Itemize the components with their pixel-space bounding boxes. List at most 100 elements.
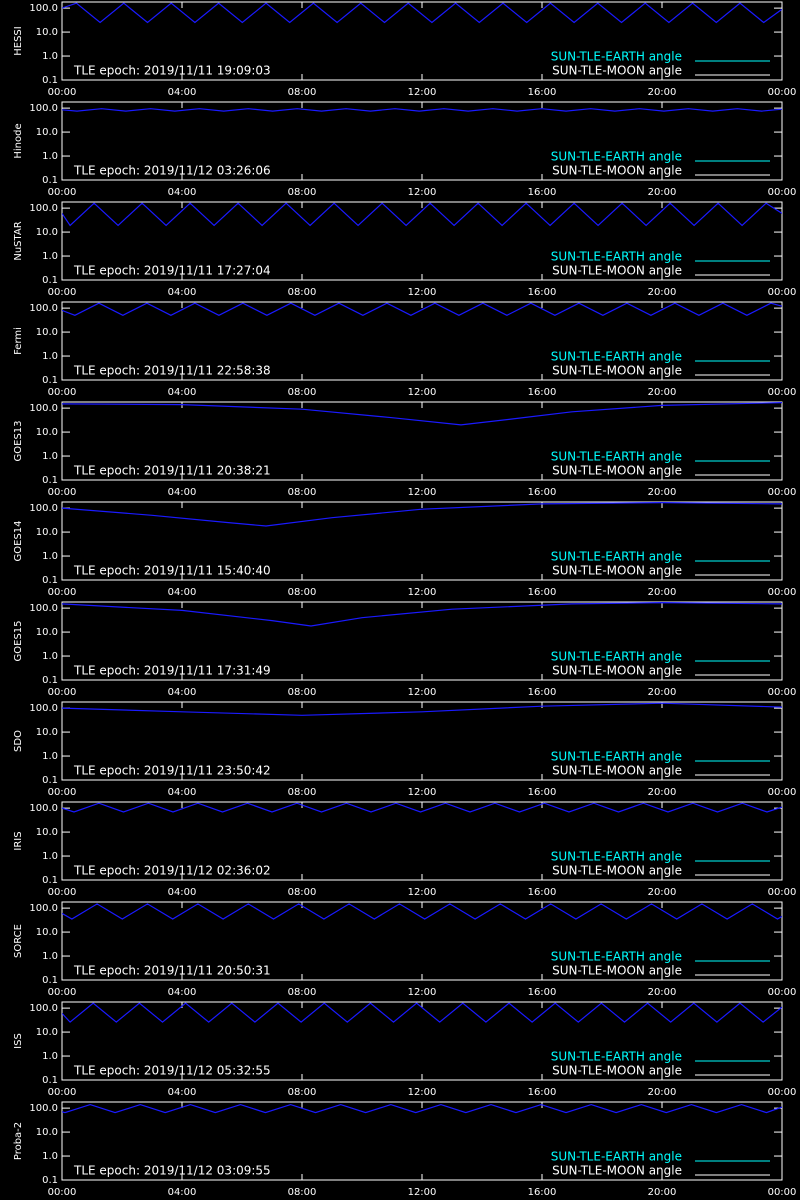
y-tick-label: 100.0	[29, 3, 58, 14]
x-tick-label: 00:00	[768, 387, 797, 398]
y-axis-label: HESSI	[13, 26, 24, 55]
y-tick-label: 0.1	[42, 275, 58, 286]
x-tick-label: 04:00	[168, 787, 197, 798]
y-tick-label: 10.0	[36, 727, 58, 738]
y-tick-label: 1.0	[42, 1051, 58, 1062]
x-tick-label: 08:00	[288, 87, 317, 98]
y-tick-label: 0.1	[42, 875, 58, 886]
legend-label: SUN-TLE-EARTH angle	[551, 250, 682, 264]
y-tick-label: 100.0	[29, 303, 58, 314]
annotation: TLE epoch: 2019/11/11 15:40:40	[73, 564, 271, 578]
plot-frame	[61, 501, 783, 581]
annotation: TLE epoch: 2019/11/11 20:38:21	[73, 464, 271, 478]
x-tick-label: 20:00	[648, 387, 677, 398]
y-axis-label: SDO	[13, 730, 24, 752]
x-tick-label: 08:00	[288, 587, 317, 598]
x-tick-label: 08:00	[288, 287, 317, 298]
y-tick-label: 10.0	[36, 927, 58, 938]
x-tick-label: 16:00	[528, 787, 557, 798]
legend-label: SUN-TLE-MOON angle	[552, 464, 682, 478]
legend-label: SUN-TLE-MOON angle	[552, 964, 682, 978]
x-tick-label: 16:00	[528, 387, 557, 398]
legend-label: SUN-TLE-EARTH angle	[551, 750, 682, 764]
legend-label: SUN-TLE-EARTH angle	[551, 150, 682, 164]
x-tick-label: 20:00	[648, 87, 677, 98]
y-tick-label: 10.0	[36, 27, 58, 38]
plot-frame	[61, 701, 783, 781]
x-tick-label: 12:00	[408, 587, 437, 598]
y-tick-label: 1.0	[42, 651, 58, 662]
y-tick-label: 100.0	[29, 603, 58, 614]
panel: GOES14 0.1 1.0 10.0 100.0 00:00 04:00 08:00 12:0…	[13, 501, 797, 598]
legend-label: SUN-TLE-MOON angle	[552, 64, 682, 78]
legend-label: SUN-TLE-EARTH angle	[551, 550, 682, 564]
legend-label: SUN-TLE-EARTH angle	[551, 850, 682, 864]
legend-label: SUN-TLE-EARTH angle	[551, 650, 682, 664]
x-tick-label: 04:00	[168, 487, 197, 498]
y-tick-label: 0.1	[42, 475, 58, 486]
plot-frame	[61, 301, 783, 381]
annotation: TLE epoch: 2019/11/12 05:32:55	[73, 1064, 271, 1078]
x-tick-label: 08:00	[288, 1187, 317, 1198]
plot-frame	[61, 1101, 783, 1181]
x-tick-label: 00:00	[768, 287, 797, 298]
x-tick-label: 12:00	[408, 1187, 437, 1198]
y-tick-label: 1.0	[42, 951, 58, 962]
x-tick-label: 12:00	[408, 687, 437, 698]
x-tick-label: 04:00	[168, 887, 197, 898]
x-tick-label: 00:00	[48, 1187, 77, 1198]
y-tick-label: 0.1	[42, 775, 58, 786]
annotation: TLE epoch: 2019/11/11 19:09:03	[73, 64, 271, 78]
x-tick-label: 12:00	[408, 787, 437, 798]
x-tick-label: 12:00	[408, 187, 437, 198]
legend-label: SUN-TLE-MOON angle	[552, 264, 682, 278]
x-tick-label: 04:00	[168, 1187, 197, 1198]
x-tick-label: 16:00	[528, 1187, 557, 1198]
y-tick-label: 10.0	[36, 527, 58, 538]
x-tick-label: 00:00	[48, 1087, 77, 1098]
x-tick-label: 00:00	[768, 687, 797, 698]
y-tick-label: 1.0	[42, 751, 58, 762]
y-tick-label: 0.1	[42, 75, 58, 86]
y-tick-label: 100.0	[29, 703, 58, 714]
annotation: TLE epoch: 2019/11/11 22:58:38	[73, 364, 271, 378]
y-axis-label: GOES13	[13, 420, 24, 461]
y-tick-label: 0.1	[42, 1075, 58, 1086]
x-tick-label: 00:00	[48, 87, 77, 98]
x-tick-label: 08:00	[288, 887, 317, 898]
y-tick-label: 0.1	[42, 175, 58, 186]
y-tick-label: 1.0	[42, 551, 58, 562]
panel: NuSTAR 0.1 1.0 10.0 100.0 00:00 04:00 08:00 12:0…	[13, 201, 797, 298]
series-line	[62, 202, 782, 227]
x-tick-label: 04:00	[168, 687, 197, 698]
x-tick-label: 20:00	[648, 1187, 677, 1198]
legend-label: SUN-TLE-EARTH angle	[551, 350, 682, 364]
x-tick-label: 04:00	[168, 987, 197, 998]
x-tick-label: 16:00	[528, 887, 557, 898]
y-tick-label: 1.0	[42, 851, 58, 862]
series-line	[62, 1002, 782, 1023]
panel: Fermi 0.1 1.0 10.0 100.0 00:00 04:00 08:00 12:00…	[13, 301, 797, 398]
x-tick-label: 20:00	[648, 687, 677, 698]
x-tick-label: 16:00	[528, 987, 557, 998]
annotation: TLE epoch: 2019/11/12 02:36:02	[73, 864, 271, 878]
series-line	[62, 702, 782, 716]
x-tick-label: 08:00	[288, 687, 317, 698]
panel: SDO 0.1 1.0 10.0 100.0 00:00 04:00 08:00 12:00 16…	[13, 701, 796, 798]
x-tick-label: 08:00	[288, 387, 317, 398]
x-tick-label: 20:00	[648, 187, 677, 198]
x-tick-label: 04:00	[168, 387, 197, 398]
x-tick-label: 08:00	[288, 987, 317, 998]
x-tick-label: 08:00	[288, 187, 317, 198]
x-tick-label: 00:00	[48, 187, 77, 198]
panel: HESSI 0.1 1.0 10.0 100.0 00:00 04:00 08:00 12:00…	[13, 1, 796, 98]
annotation: TLE epoch: 2019/11/11 20:50:31	[73, 964, 271, 978]
x-tick-label: 00:00	[48, 887, 77, 898]
legend-label: SUN-TLE-EARTH angle	[551, 1050, 682, 1064]
x-tick-label: 00:00	[768, 1087, 797, 1098]
y-axis-label: ISS	[13, 1033, 24, 1049]
x-tick-label: 00:00	[768, 1187, 797, 1198]
x-tick-label: 00:00	[768, 587, 797, 598]
